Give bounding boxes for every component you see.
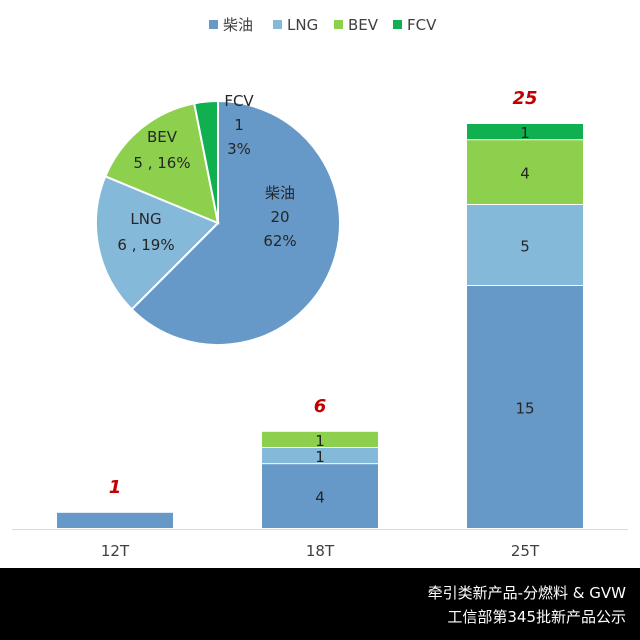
footer-subtitle: 工信部第345批新产品公示 bbox=[447, 608, 626, 626]
bar-18T-1 bbox=[262, 448, 378, 464]
bar-label-25T-0: 15 bbox=[515, 400, 534, 418]
pie-slice-1 bbox=[95, 175, 220, 311]
bar-label-18T-2: 1 bbox=[315, 432, 325, 450]
pie-label-percent-0: 62% bbox=[263, 232, 296, 250]
pie-slice-0 bbox=[130, 99, 341, 346]
bar-label-25T-1: 5 bbox=[520, 238, 530, 256]
legend-swatch-3 bbox=[393, 20, 402, 29]
pie-label-value-3: 1 bbox=[234, 116, 244, 134]
x-tick-label-12T: 12T bbox=[101, 542, 130, 560]
total-label-18T: 6 bbox=[314, 396, 327, 417]
pie-slice-3 bbox=[193, 99, 219, 224]
legend-swatch-2 bbox=[334, 20, 343, 29]
pie-label-name-0: 柴油 bbox=[265, 184, 295, 202]
legend-label-2: BEV bbox=[348, 16, 379, 34]
bar-label-25T-3: 1 bbox=[520, 124, 530, 142]
pie-label-name-1: LNG bbox=[130, 210, 161, 228]
pie-label-name-2: BEV bbox=[147, 128, 178, 146]
pie-slice-2 bbox=[103, 102, 220, 225]
bar-label-18T-1: 1 bbox=[315, 448, 325, 466]
x-tick-label-25T: 25T bbox=[511, 542, 540, 560]
bar-25T-0 bbox=[467, 286, 583, 528]
legend-swatch-0 bbox=[209, 20, 218, 29]
pie-label-value-1: 6 , 19% bbox=[117, 236, 174, 254]
bar-label-25T-2: 4 bbox=[520, 165, 530, 183]
bar-label-18T-0: 4 bbox=[315, 489, 325, 507]
bar-25T-1 bbox=[467, 205, 583, 285]
bar-25T-3 bbox=[467, 124, 583, 140]
bar-18T-2 bbox=[262, 431, 378, 447]
pie-label-name-3: FCV bbox=[224, 92, 254, 110]
pie-label-percent-3: 3% bbox=[227, 140, 251, 158]
chart-svg: 柴油 LNG BEV FCV 柴油 20 62% LNG 6 , 19% BEV 5 , 16% FC… bbox=[12, 16, 628, 560]
bar-18T-0 bbox=[262, 464, 378, 528]
x-tick-label-18T: 18T bbox=[306, 542, 335, 560]
total-label-12T: 1 bbox=[109, 477, 122, 498]
pie-label-value-2: 5 , 16% bbox=[133, 154, 190, 172]
pie-label-value-0: 20 bbox=[270, 208, 289, 226]
legend-label-0: 柴油 bbox=[223, 16, 253, 34]
bar-12T-0 bbox=[57, 512, 173, 528]
legend-swatch-1 bbox=[273, 20, 282, 29]
legend-label-3: FCV bbox=[407, 16, 437, 34]
legend-label-1: LNG bbox=[287, 16, 318, 34]
footer-banner: 牵引类新产品-分燃料 & GVW 工信部第345批新产品公示 bbox=[0, 568, 640, 640]
bar-25T-2 bbox=[467, 140, 583, 204]
total-label-25T: 25 bbox=[512, 88, 537, 109]
footer-title: 牵引类新产品-分燃料 & GVW bbox=[427, 584, 626, 602]
